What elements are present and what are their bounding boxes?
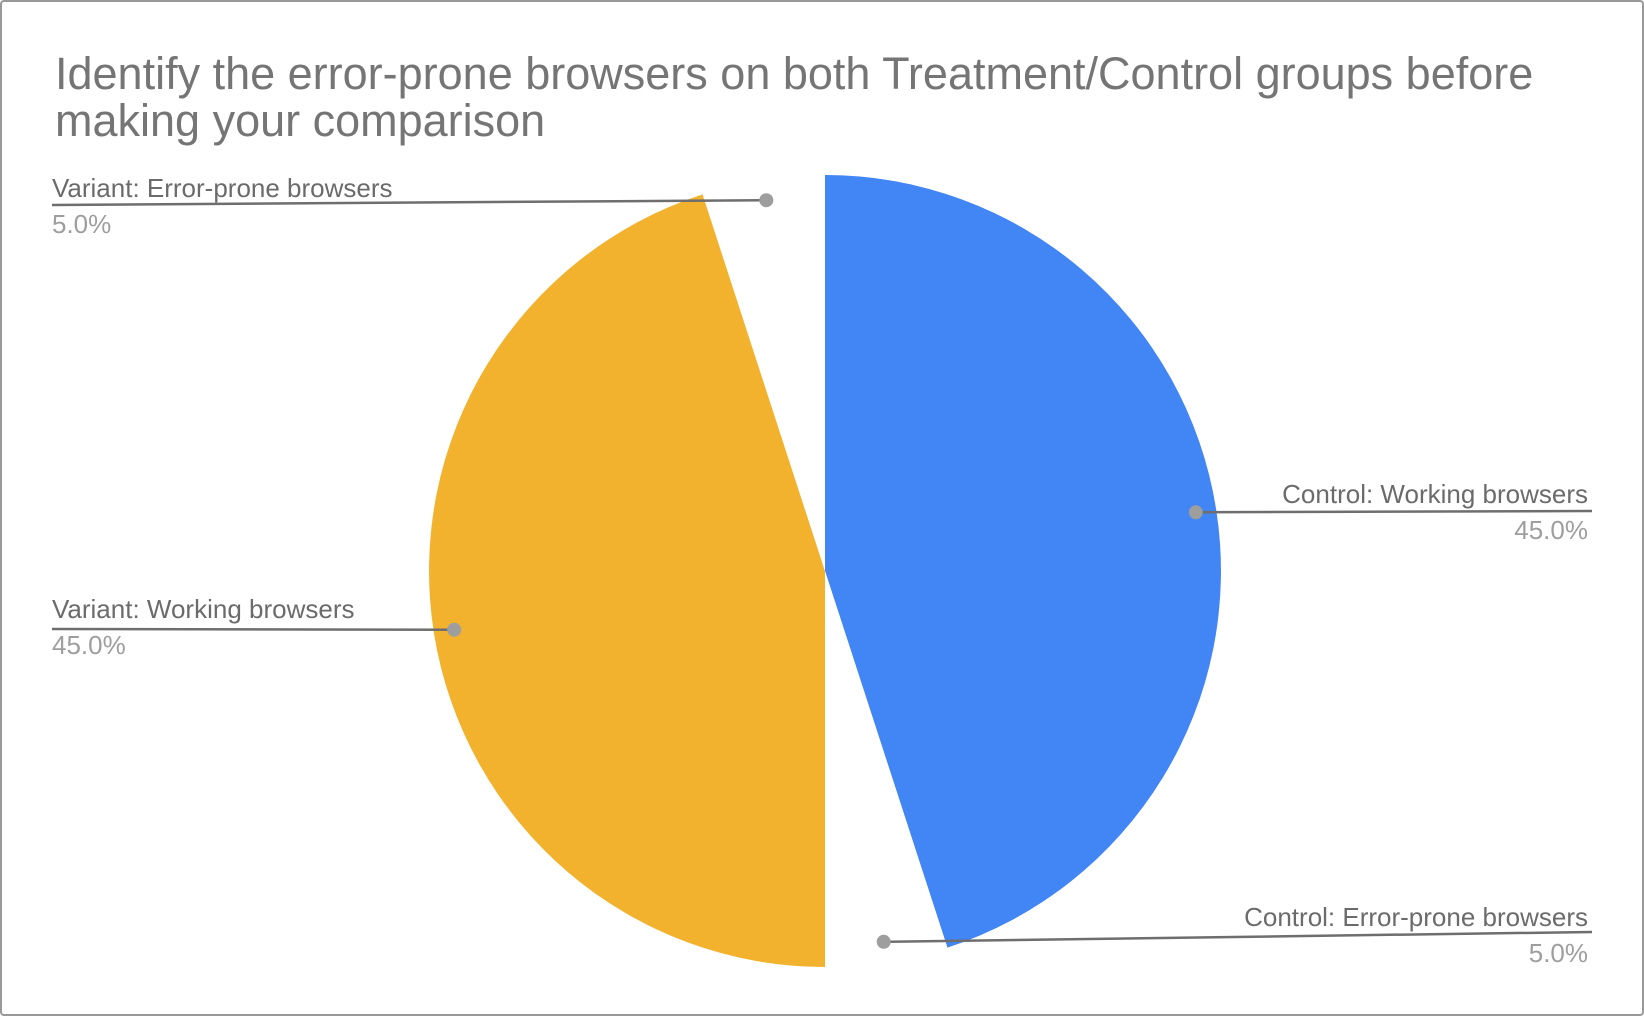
pie-slice-2[interactable]: [429, 194, 825, 967]
slice-label: Control: Working browsers: [1282, 479, 1588, 509]
callout-variant-working-browsers: Variant: Working browsers 45.0%: [52, 593, 354, 661]
slice-percent: 5.0%: [52, 209, 112, 239]
leader-line: [1195, 509, 1593, 514]
slice-label: Control: Error-prone browsers: [1244, 902, 1588, 932]
slice-label: Variant: Working browsers: [52, 594, 355, 624]
callout-control-working-browsers: Control: Working browsers 45.0%: [1282, 478, 1588, 546]
pie-slice-0[interactable]: [825, 175, 1221, 948]
leader-dot: [447, 622, 462, 637]
slice-percent: 5.0%: [1528, 938, 1588, 968]
leader-line: [51, 627, 455, 631]
leader-dot: [1188, 505, 1203, 520]
leader-line: [883, 930, 1593, 944]
slice-percent: 45.0%: [1514, 515, 1588, 545]
leader-line: [51, 198, 767, 207]
chart-title: Identify the error-prone browsers on bot…: [55, 48, 1534, 146]
pie-slice-1[interactable]: [825, 571, 948, 967]
callout-control-error-prone-browsers: Control: Error-prone browsers 5.0%: [1244, 901, 1588, 969]
callout-variant-error-prone-browsers: Variant: Error-prone browsers 5.0%: [52, 172, 393, 240]
leader-dot: [759, 193, 774, 208]
pie-slice-3[interactable]: [702, 175, 825, 571]
leader-dot: [876, 934, 891, 949]
slice-label: Variant: Error-prone browsers: [52, 173, 393, 203]
slice-percent: 45.0%: [52, 630, 126, 660]
